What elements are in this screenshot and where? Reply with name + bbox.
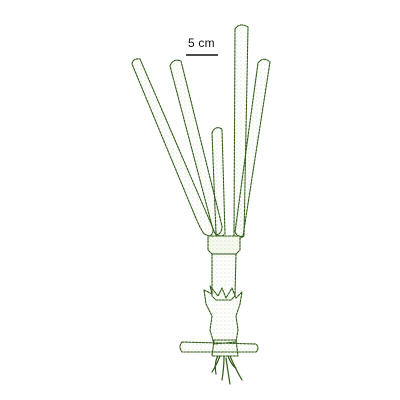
plant [131, 24, 271, 385]
leaf-center-short [211, 127, 226, 237]
leaf-right [234, 58, 271, 238]
roots [211, 355, 243, 385]
leaf-left-outer [131, 58, 214, 237]
rhizome-node [211, 339, 239, 357]
old-leaf-bases [203, 285, 243, 345]
scale-bar-label: 5 cm [188, 36, 215, 50]
